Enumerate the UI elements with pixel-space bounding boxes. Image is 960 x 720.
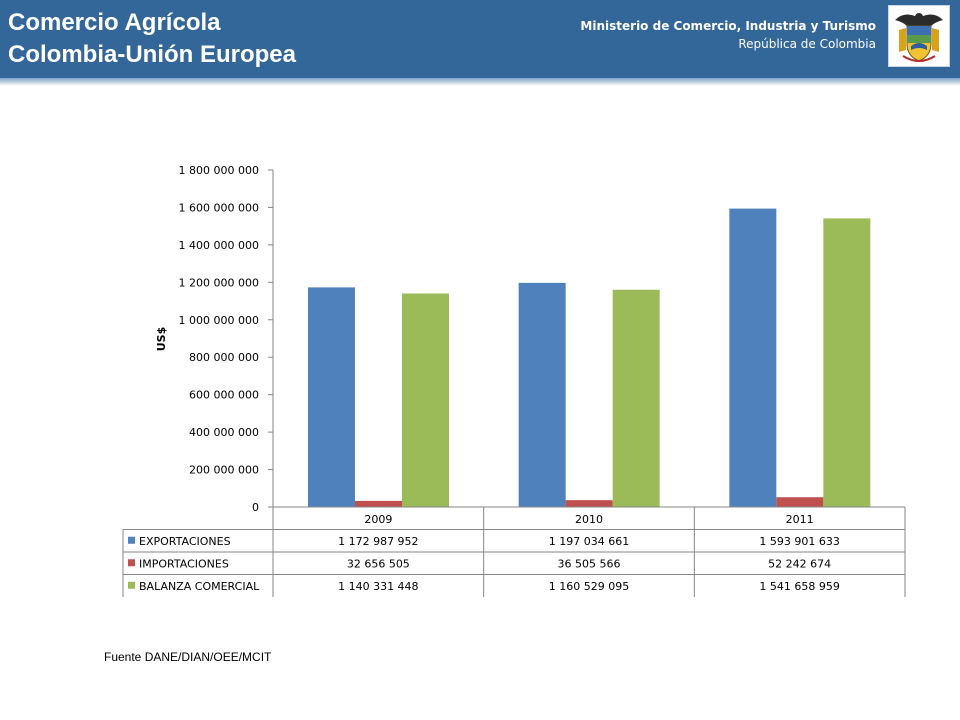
x-category-label: 2010 bbox=[575, 513, 603, 526]
legend-label: EXPORTACIONES bbox=[139, 535, 231, 548]
ministry-block: Ministerio de Comercio, Industria y Turi… bbox=[580, 19, 876, 51]
data-label: 52 242 674 bbox=[768, 557, 831, 570]
coat-of-arms-icon bbox=[895, 13, 943, 62]
data-label: 1 541 658 959 bbox=[759, 580, 839, 593]
page-title-line-2: Colombia-Unión Europea bbox=[8, 41, 296, 68]
x-category-label: 2009 bbox=[364, 513, 392, 526]
ministry-country: República de Colombia bbox=[738, 37, 876, 51]
x-category-label: 2011 bbox=[786, 513, 814, 526]
bar-importaciones-2010 bbox=[565, 500, 613, 507]
bar-importaciones-2011 bbox=[776, 497, 824, 507]
bar-balanza-comercial-2009 bbox=[402, 293, 449, 507]
bar-balanza-comercial-2010 bbox=[612, 289, 660, 507]
y-tick-label: 1 200 000 000 bbox=[179, 276, 259, 289]
source-note: Fuente DANE/DIAN/OEE/MCIT bbox=[104, 650, 272, 664]
y-tick-label: 1 400 000 000 bbox=[179, 239, 259, 252]
y-tick-label: 200 000 000 bbox=[189, 464, 259, 477]
legend-key bbox=[128, 581, 135, 589]
data-label: 1 197 034 661 bbox=[549, 535, 629, 548]
legend-key bbox=[128, 559, 135, 567]
y-tick-label: 600 000 000 bbox=[189, 389, 259, 402]
ministry-name: Ministerio de Comercio, Industria y Turi… bbox=[580, 19, 876, 33]
y-axis-ticks: 0 200 000 000 400 000 000 600 000 000 800 00… bbox=[179, 164, 273, 514]
bar-series bbox=[308, 208, 871, 508]
legend-key bbox=[128, 536, 135, 544]
legend-label: BALANZA COMERCIAL bbox=[139, 580, 260, 593]
data-label: 32 656 505 bbox=[347, 557, 410, 570]
data-table: 2009 2010 2011 EXPORTACIONES 1 172 987 952 1 … bbox=[122, 506, 906, 597]
y-tick-label: 800 000 000 bbox=[189, 351, 259, 364]
y-tick-label: 1 000 000 000 bbox=[179, 314, 259, 327]
header-bar bbox=[0, 0, 960, 78]
y-axis-label: US$ bbox=[155, 327, 168, 352]
legend-label: IMPORTACIONES bbox=[139, 557, 229, 570]
data-label: 1 160 529 095 bbox=[549, 580, 629, 593]
y-tick-label: 1 600 000 000 bbox=[179, 201, 259, 214]
bar-exportaciones-2009 bbox=[308, 287, 355, 507]
bar-balanza-comercial-2011 bbox=[823, 218, 871, 507]
y-tick-label: 1 800 000 000 bbox=[179, 164, 259, 177]
data-label: 1 593 901 633 bbox=[759, 535, 839, 548]
coat-of-arms-logo bbox=[888, 5, 950, 67]
bar-exportaciones-2010 bbox=[518, 282, 566, 507]
data-label: 36 505 566 bbox=[558, 557, 621, 570]
page-title-line-1: Comercio Agrícola bbox=[8, 9, 221, 36]
y-tick-label: 400 000 000 bbox=[189, 426, 259, 439]
data-label: 1 172 987 952 bbox=[338, 535, 418, 548]
y-tick-label: 0 bbox=[252, 501, 259, 514]
bar-exportaciones-2011 bbox=[729, 208, 777, 508]
bar-importaciones-2009 bbox=[355, 500, 402, 507]
header-gradient-band bbox=[0, 78, 960, 86]
data-label: 1 140 331 448 bbox=[338, 580, 418, 593]
